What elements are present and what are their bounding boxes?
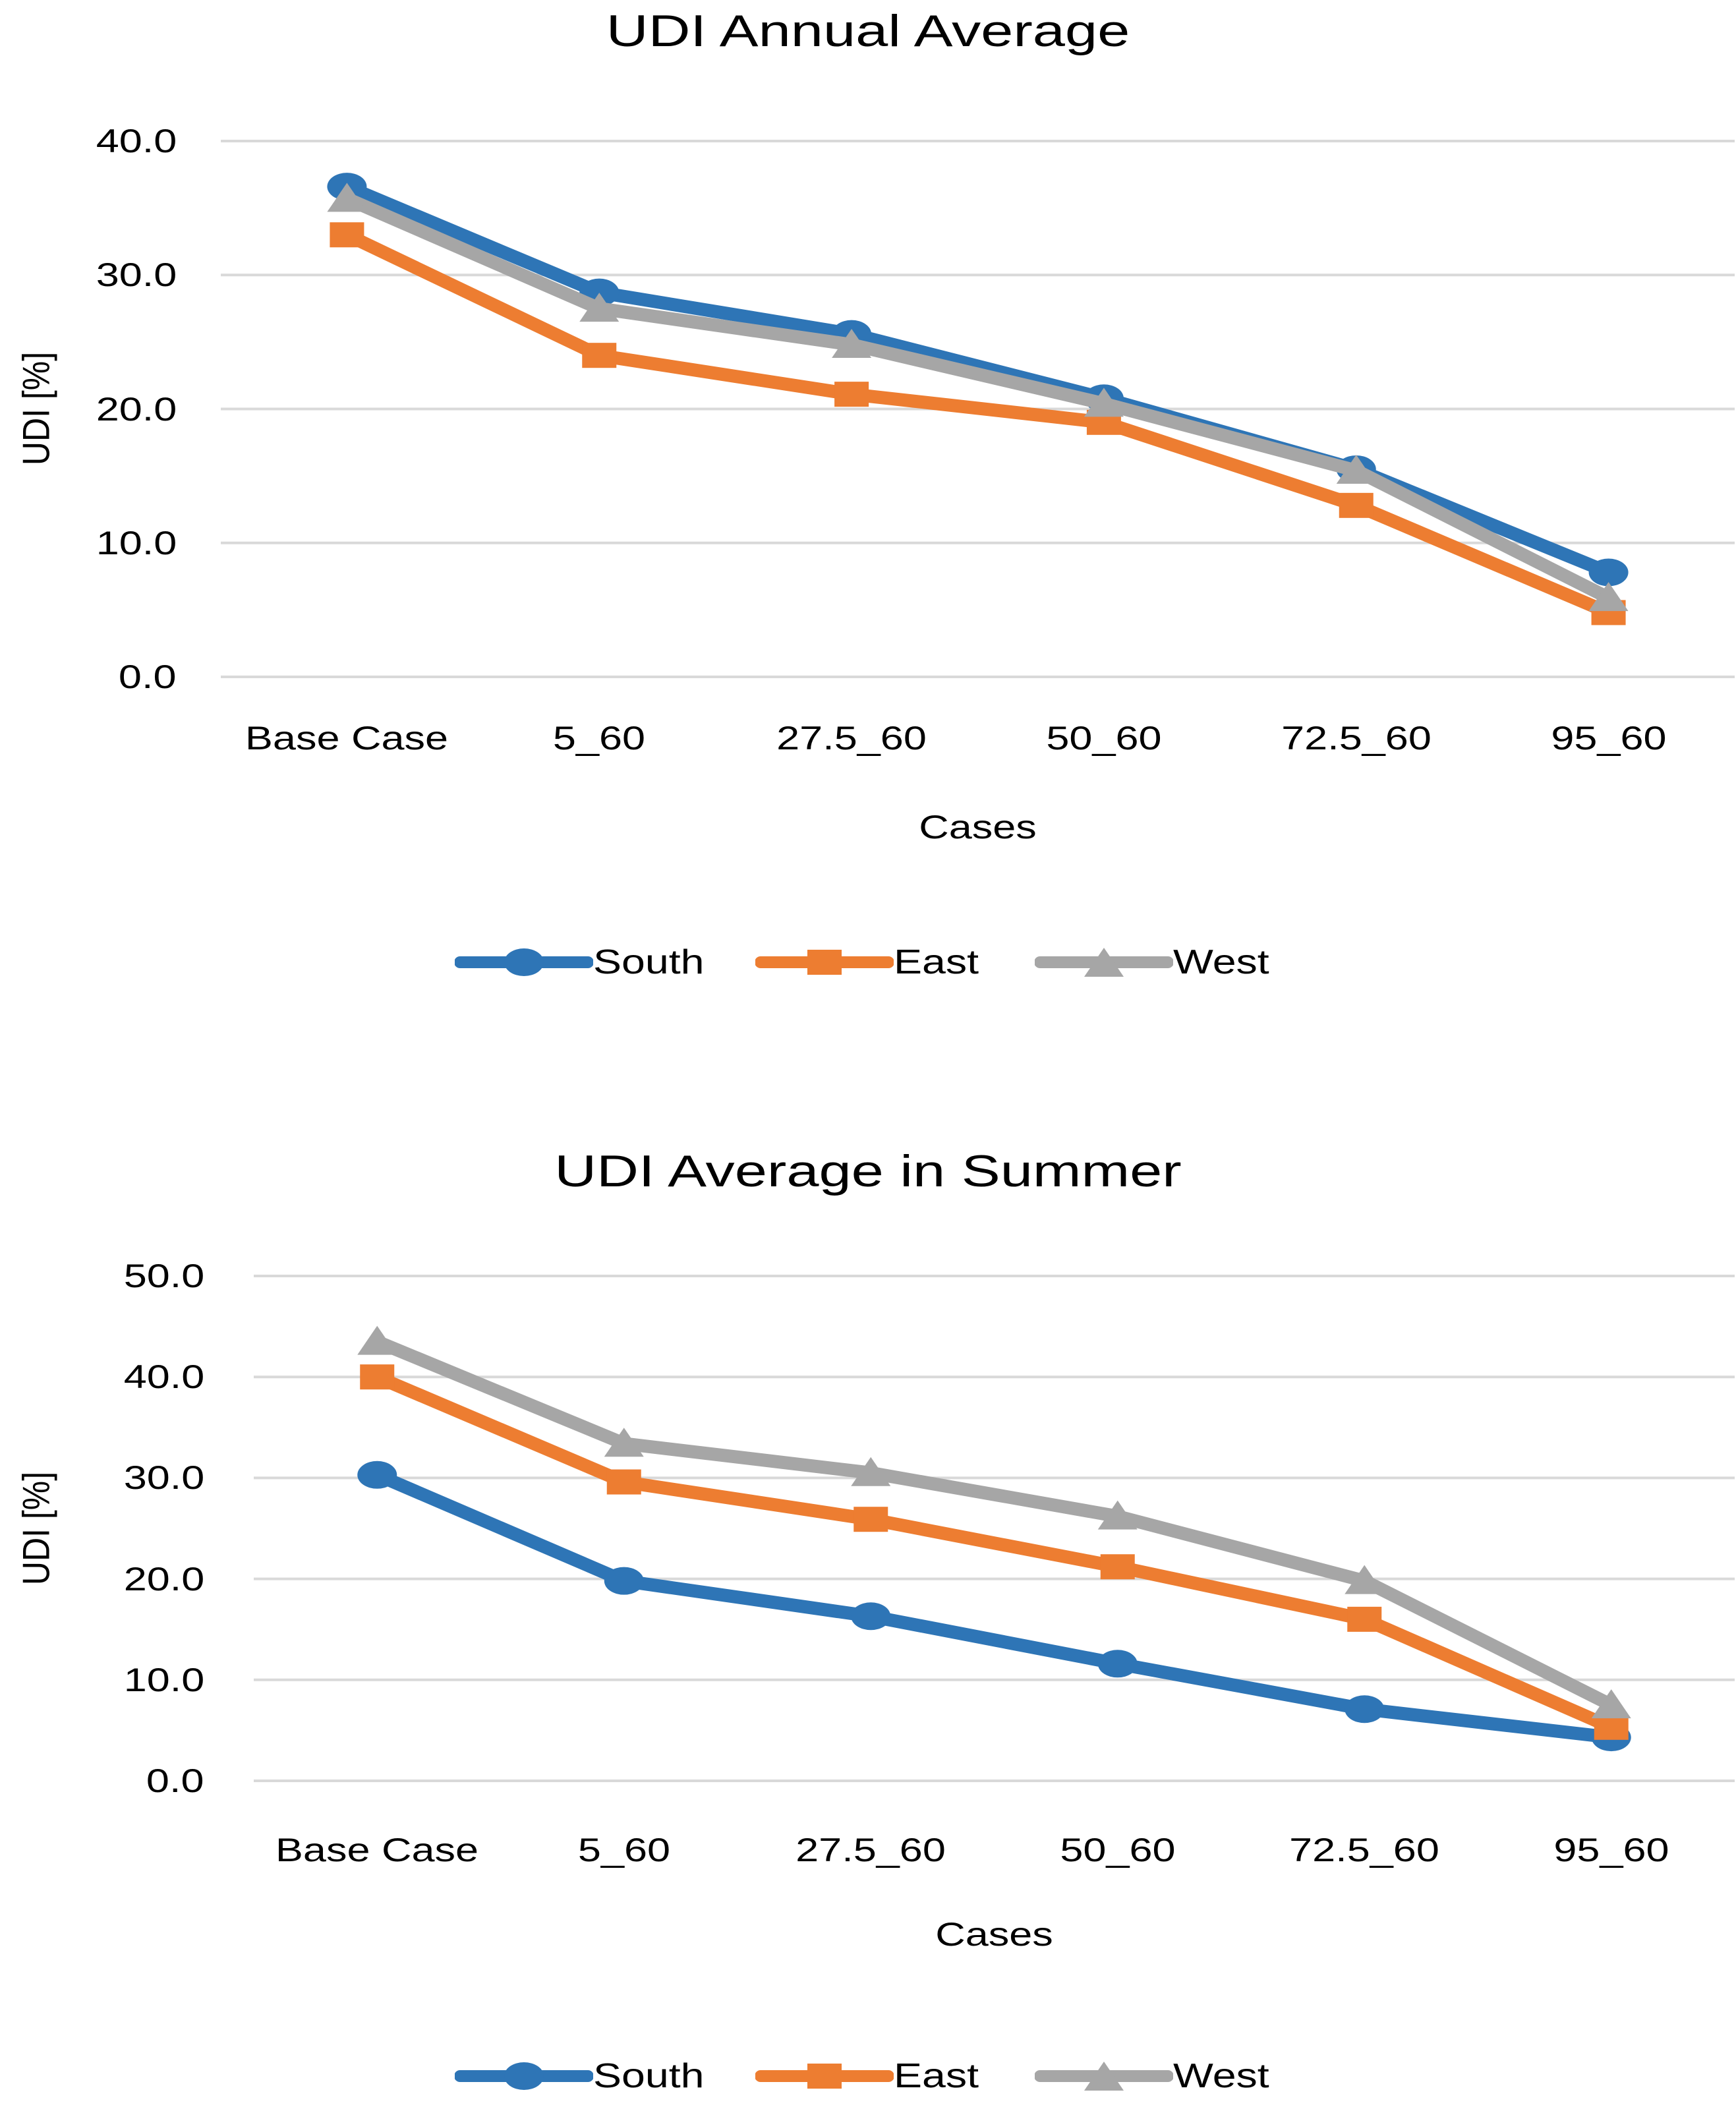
x-category-label: 5_60 [553,720,646,757]
data-point-west [851,1457,891,1486]
y-tick-label: 0.0 [146,1762,204,1799]
legend-label-south: South [593,943,705,981]
south-line-circle-marker-icon [455,948,594,976]
data-point-west [357,1325,397,1355]
legend-label-east: East [894,943,979,981]
data-point-west [604,1428,644,1457]
data-point-west [327,183,367,212]
summer-x-axis-title: Cases [935,1916,1053,1953]
data-point-south [357,1461,397,1489]
data-point-east [834,382,869,407]
data-point-east [1100,1554,1135,1580]
x-category-label: Base Case [245,720,449,757]
series-line-west [370,1335,1618,1712]
legend-item-south: South [455,942,713,982]
data-point-south [604,1567,644,1595]
summer-legend: South East West [0,2055,1736,2097]
legend-item-south: South [455,2056,713,2096]
annual-y-axis-title: UDI [%] [14,351,58,466]
data-point-south [851,1602,891,1631]
x-category-label: 95_60 [1553,1832,1669,1868]
x-category-label: 27.5_60 [776,720,927,757]
x-category-label: 95_60 [1550,720,1667,757]
y-tick-label: 0.0 [119,658,177,695]
x-category-label: 5_60 [577,1832,670,1868]
y-tick-label: 10.0 [96,524,177,562]
data-point-west [1336,454,1376,484]
data-point-west [1591,1689,1631,1719]
data-point-east [1339,492,1374,518]
data-point-east [1594,1714,1629,1740]
x-category-label: Base Case [275,1832,479,1868]
y-tick-label: 50.0 [123,1258,204,1294]
annual-chart-title: UDI Annual Average [606,6,1130,56]
data-point-east [360,1364,395,1390]
legend-label-south: South [593,2057,705,2095]
south-line-circle-marker-icon [455,2062,594,2090]
east-line-square-marker-icon [755,2064,894,2089]
data-point-east [1347,1606,1382,1632]
legend-label-west: West [1173,2057,1269,2095]
y-tick-label: 30.0 [123,1459,204,1497]
y-tick-label: 20.0 [96,390,177,428]
data-point-south [1097,1650,1138,1678]
x-category-label: 72.5_60 [1289,1832,1440,1868]
y-tick-label: 40.0 [123,1358,204,1396]
data-point-west [1588,582,1629,612]
y-tick-label: 20.0 [123,1560,204,1598]
summer-chart-title: UDI Average in Summer [554,1146,1182,1196]
data-point-west [1097,1500,1138,1530]
legend-label-east: East [894,2057,979,2095]
x-category-label: 27.5_60 [796,1832,946,1868]
data-point-west [579,293,620,322]
data-point-south [1588,558,1629,587]
series-line-west [340,192,1615,605]
data-point-south [1345,1695,1385,1723]
x-category-label: 50_60 [1060,1832,1176,1868]
y-tick-label: 30.0 [96,256,177,294]
legend-item-east: East [755,2056,993,2096]
data-point-west [832,328,872,358]
legend-label-west: West [1173,943,1269,981]
west-line-triangle-marker-icon [1035,948,1174,977]
x-category-label: 72.5_60 [1281,720,1432,757]
annual-legend: South East West [0,941,1736,983]
data-point-west [1084,388,1124,417]
summer-y-axis-title: UDI [%] [14,1471,58,1586]
west-line-triangle-marker-icon [1035,2062,1174,2091]
data-point-east [330,222,364,248]
east-line-square-marker-icon [755,950,894,975]
y-tick-label: 10.0 [123,1661,204,1698]
legend-item-west: West [1035,2056,1281,2096]
x-category-label: 50_60 [1046,720,1162,757]
data-point-west [1345,1565,1385,1594]
series-line-east [370,1370,1618,1734]
series-line-east [340,228,1615,620]
data-point-east [606,1469,641,1495]
legend-item-west: West [1035,942,1281,982]
data-point-east [582,343,617,368]
y-tick-label: 40.0 [96,123,177,159]
annual-x-axis-title: Cases [919,809,1037,846]
legend-item-east: East [755,942,993,982]
series-line-south [370,1468,1618,1745]
data-point-east [854,1507,888,1532]
